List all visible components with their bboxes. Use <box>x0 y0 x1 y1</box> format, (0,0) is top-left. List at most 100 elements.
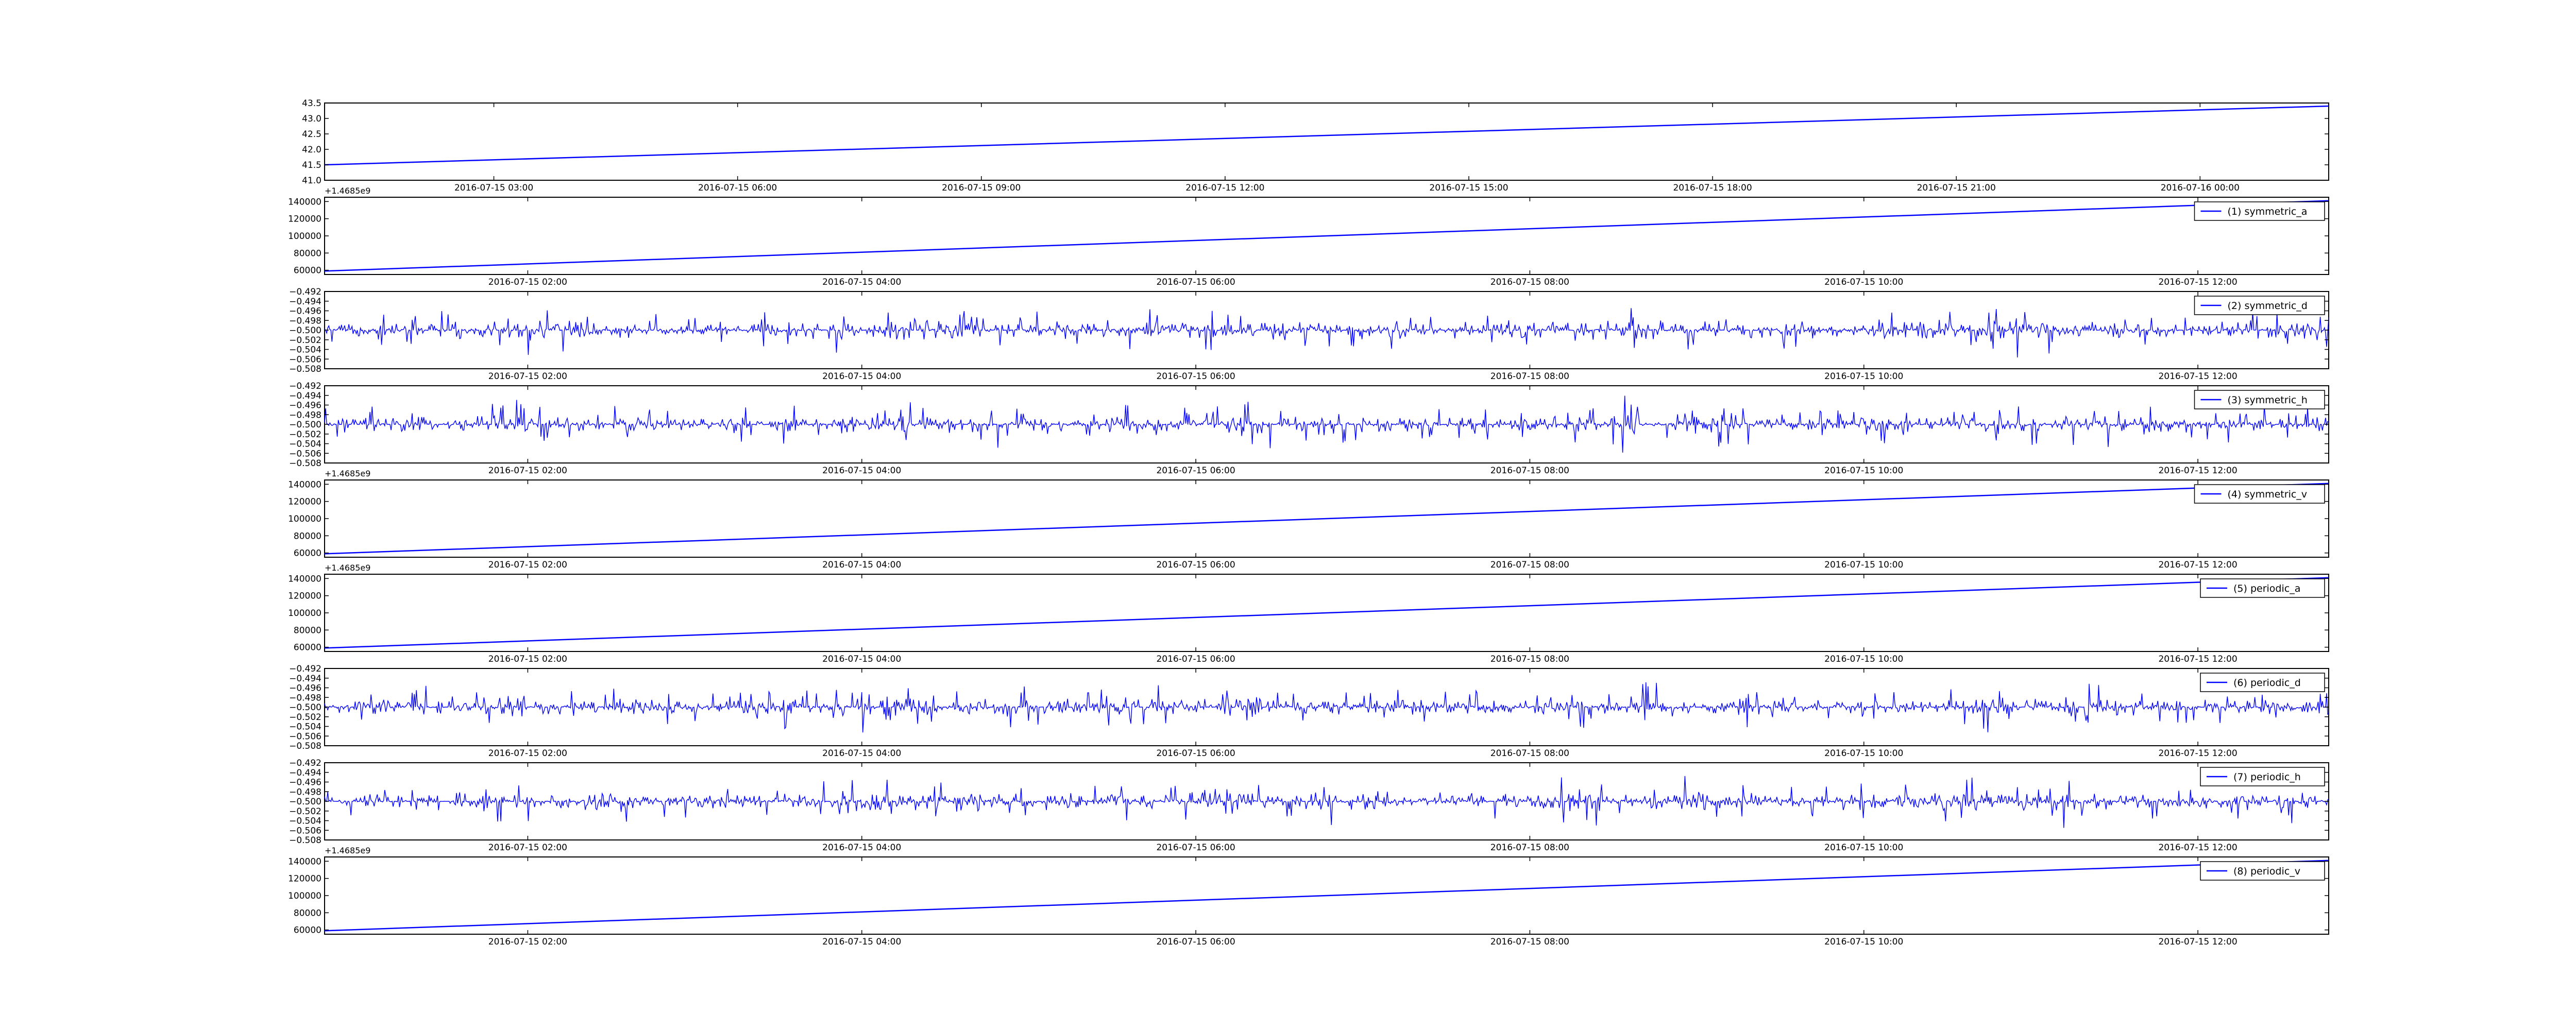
x-tick-label: 2016-07-15 12:00 <box>2158 560 2237 570</box>
y-tick-label: −0.498 <box>289 316 321 326</box>
series-line <box>324 860 2329 932</box>
axes-frame <box>324 291 2329 369</box>
legend-label: (7) periodic_h <box>2233 771 2301 783</box>
x-tick-label: 2016-07-15 06:00 <box>1156 371 1235 382</box>
y-tick-label: −0.504 <box>289 345 321 355</box>
legend: (5) periodic_a <box>2200 578 2325 598</box>
y-tick-label: 120000 <box>288 874 321 884</box>
x-tick-label: 2016-07-15 10:00 <box>1824 748 1903 759</box>
x-tick-label: 2016-07-15 04:00 <box>822 843 901 853</box>
subplot-2: 2016-07-15 02:00 2016-07-15 04:00 2016-07-… <box>289 287 2329 382</box>
offset-text: +1.4685e9 <box>325 186 370 196</box>
y-tick-label: −0.492 <box>289 758 321 768</box>
y-tick-label: −0.492 <box>289 664 321 674</box>
x-tick-label: 2016-07-15 08:00 <box>1490 371 1569 382</box>
offset-text: +1.4685e9 <box>325 846 370 855</box>
y-tick-label: −0.498 <box>289 693 321 703</box>
y-tick-label: −0.504 <box>289 816 321 827</box>
x-tick-label: 2016-07-15 02:00 <box>488 560 567 570</box>
y-tick-label: −0.508 <box>289 458 321 469</box>
x-tick-label: 2016-07-15 06:00 <box>698 183 777 193</box>
x-tick-label: 2016-07-15 21:00 <box>1917 183 1996 193</box>
x-tick-label: 2016-07-15 12:00 <box>2158 277 2237 287</box>
legend: (1) symmetric_a <box>2194 201 2325 221</box>
y-tick-label: −0.494 <box>289 674 321 684</box>
x-tick-label: 2016-07-15 12:00 <box>1185 183 1264 193</box>
y-tick-label: −0.496 <box>289 401 321 411</box>
y-tick-label: 60000 <box>294 925 321 936</box>
legend-box <box>2194 296 2325 315</box>
legend-label: (8) periodic_v <box>2233 866 2300 877</box>
subplot-6: 2016-07-15 02:00 2016-07-15 04:00 2016-07-… <box>289 664 2329 759</box>
legend: (4) symmetric_v <box>2194 484 2325 504</box>
x-tick-label: 2016-07-15 08:00 <box>1490 748 1569 759</box>
y-tick-label: −0.502 <box>289 712 321 723</box>
y-tick-label: 120000 <box>288 497 321 507</box>
series-line <box>324 200 2329 272</box>
y-tick-label: −0.492 <box>289 287 321 297</box>
y-tick-label: −0.496 <box>289 306 321 317</box>
x-tick-label: 2016-07-15 10:00 <box>1824 843 1903 853</box>
x-tick-label: 2016-07-16 00:00 <box>2161 183 2240 193</box>
subplot-8: 2016-07-15 02:00 2016-07-15 04:00 2016-07-… <box>288 856 2329 947</box>
y-tick-label: −0.496 <box>289 778 321 788</box>
x-tick-label: 2016-07-15 02:00 <box>488 277 567 287</box>
x-tick-label: 2016-07-15 06:00 <box>1156 560 1235 570</box>
y-tick-label: 100000 <box>288 514 321 524</box>
x-tick-label: 2016-07-15 08:00 <box>1490 654 1569 664</box>
subplot-1: 2016-07-15 02:00 2016-07-15 04:00 2016-07-… <box>288 197 2329 287</box>
x-tick-label: 2016-07-15 02:00 <box>488 843 567 853</box>
y-tick-label: −0.506 <box>289 731 321 742</box>
legend-label: (3) symmetric_h <box>2228 394 2308 406</box>
x-tick-label: 2016-07-15 08:00 <box>1490 466 1569 476</box>
x-tick-label: 2016-07-15 02:00 <box>488 466 567 476</box>
x-tick-label: 2016-07-15 12:00 <box>2158 371 2237 382</box>
y-tick-label: 43.0 <box>302 114 321 124</box>
y-tick-label: −0.506 <box>289 354 321 365</box>
y-tick-label: −0.500 <box>289 702 321 713</box>
series-line <box>324 308 2329 358</box>
x-tick-label: 2016-07-15 04:00 <box>822 748 901 759</box>
series-line <box>324 483 2329 555</box>
x-tick-label: 2016-07-15 12:00 <box>2158 843 2237 853</box>
x-tick-label: 2016-07-15 06:00 <box>1156 748 1235 759</box>
x-tick-label: 2016-07-15 06:00 <box>1156 466 1235 476</box>
x-tick-label: 2016-07-15 04:00 <box>822 560 901 570</box>
x-tick-label: 2016-07-15 03:00 <box>454 183 533 193</box>
y-tick-label: 42.0 <box>302 145 321 155</box>
x-tick-label: 2016-07-15 02:00 <box>488 937 567 947</box>
x-tick-label: 2016-07-15 06:00 <box>1156 937 1235 947</box>
y-tick-label: −0.498 <box>289 787 321 797</box>
x-tick-label: 2016-07-15 02:00 <box>488 371 567 382</box>
x-tick-label: 2016-07-15 10:00 <box>1824 654 1903 664</box>
legend: (2) symmetric_d <box>2194 296 2325 315</box>
y-tick-label: 41.5 <box>302 160 321 170</box>
x-tick-label: 2016-07-15 12:00 <box>2158 748 2237 759</box>
x-tick-label: 2016-07-15 08:00 <box>1490 843 1569 853</box>
y-tick-label: −0.508 <box>289 835 321 846</box>
offset-text: +1.4685e9 <box>325 469 370 478</box>
subplot-5: 2016-07-15 02:00 2016-07-15 04:00 2016-07-… <box>288 574 2329 664</box>
y-tick-label: −0.500 <box>289 325 321 336</box>
y-tick-label: −0.502 <box>289 335 321 346</box>
x-tick-label: 2016-07-15 08:00 <box>1490 560 1569 570</box>
y-tick-label: −0.504 <box>289 722 321 732</box>
x-tick-label: 2016-07-15 06:00 <box>1156 277 1235 287</box>
x-tick-label: 2016-07-15 06:00 <box>1156 843 1235 853</box>
y-tick-label: 140000 <box>288 574 321 584</box>
x-tick-label: 2016-07-15 04:00 <box>822 277 901 287</box>
y-tick-label: 80000 <box>294 248 321 259</box>
axes-frame <box>324 102 2329 181</box>
subplot-7: 2016-07-15 02:00 2016-07-15 04:00 2016-07-… <box>289 758 2329 855</box>
x-tick-label: 2016-07-15 04:00 <box>822 466 901 476</box>
y-tick-label: −0.506 <box>289 449 321 459</box>
legend-label: (5) periodic_a <box>2233 583 2300 594</box>
y-tick-label: 60000 <box>294 548 321 559</box>
subplot-0: 2016-07-15 03:00 2016-07-15 06:00 2016-07-… <box>302 98 2329 196</box>
y-tick-label: 80000 <box>294 625 321 636</box>
y-tick-label: −0.502 <box>289 430 321 440</box>
y-tick-label: −0.506 <box>289 826 321 836</box>
x-tick-label: 2016-07-15 10:00 <box>1824 371 1903 382</box>
y-tick-label: 80000 <box>294 908 321 918</box>
